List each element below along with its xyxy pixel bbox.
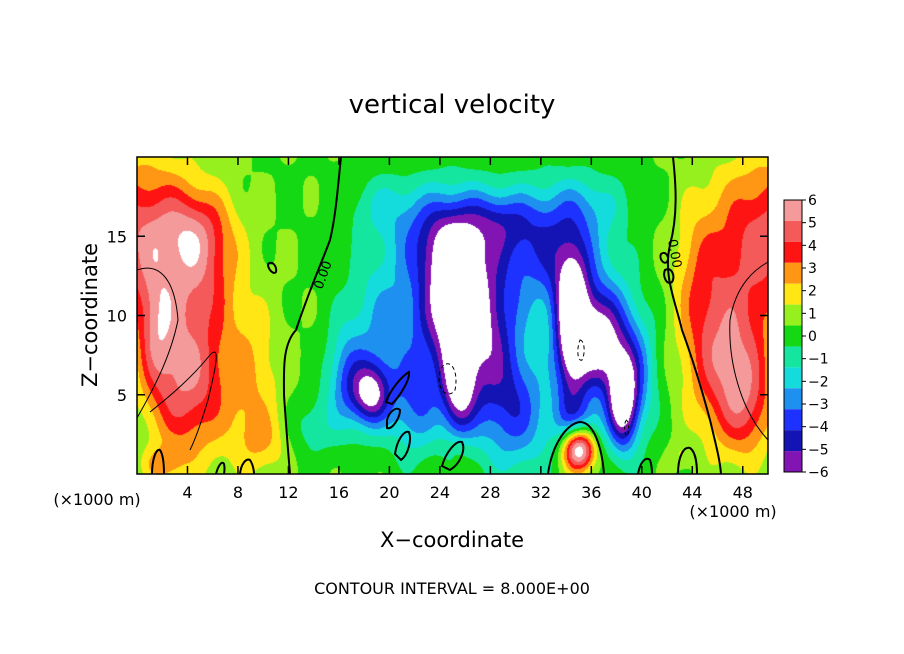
x-tick-label: 20	[379, 483, 399, 502]
x-tick-label: 36	[581, 483, 601, 502]
x-axis-label: X−coordinate	[380, 528, 524, 552]
colorbar-swatch	[784, 200, 802, 221]
colorbar-swatch	[784, 409, 802, 431]
colorbar-label: 3	[808, 261, 817, 277]
thin-contour-right	[729, 261, 769, 441]
colorbar-swatch	[784, 262, 802, 284]
colorbar-swatch	[784, 241, 802, 263]
contour-blob-bottom-3	[239, 458, 255, 475]
x-unit-right: (×1000 m)	[689, 502, 776, 521]
colorbar-label: 2	[808, 284, 817, 300]
contour-blob-bottom-5	[677, 446, 698, 475]
x-tick-label: 32	[531, 483, 551, 502]
colorbar-label: −5	[808, 442, 829, 458]
x-tick-label: 40	[632, 483, 652, 502]
contour-lines: 0.00 0.00	[136, 156, 769, 475]
chart-title: vertical velocity	[349, 90, 556, 120]
x-tick-label: 24	[430, 483, 450, 502]
contour-blob-bottom-1	[151, 448, 165, 475]
contour-blob-green-1	[384, 370, 411, 406]
y-tick-label: 15	[107, 227, 127, 246]
y-tick-label: 5	[117, 386, 127, 405]
colorbar-swatch	[784, 346, 802, 368]
x-tick-label: 12	[278, 483, 298, 502]
colorbar: 6 5 4 3 2 1 0 −1 −2 −3 −4 −5 −6	[783, 193, 829, 481]
colorbar-label: 0	[808, 329, 817, 345]
contour-blob-green-3	[393, 430, 411, 462]
x-unit-left: (×1000 m)	[53, 490, 140, 509]
x-tick-label: 28	[480, 483, 500, 502]
colorbar-label: −6	[808, 465, 829, 481]
y-axis: 5 10 15	[107, 227, 768, 405]
x-tick-label: 4	[182, 483, 192, 502]
y-tick-label: 10	[107, 307, 127, 326]
zero-contour-right	[666, 156, 722, 475]
colorbar-swatch	[784, 325, 802, 347]
contour-loop-left-1	[266, 261, 278, 274]
colorbar-label: 5	[808, 216, 817, 232]
colorbar-label: 4	[808, 238, 817, 254]
dashed-contour-2	[577, 339, 585, 361]
colorbar-label: 1	[808, 306, 817, 322]
colorbar-swatch	[784, 304, 802, 326]
x-tick-label: 8	[233, 483, 243, 502]
thin-contour-left	[136, 267, 179, 419]
contour-blob-bottom-2	[215, 461, 226, 475]
contour-bottom-dome	[547, 420, 605, 475]
dashed-contour-1	[438, 363, 457, 395]
colorbar-label: −2	[808, 374, 829, 390]
contour-loop-right-2	[663, 268, 675, 284]
contour-label: 0.00	[664, 238, 684, 269]
colorbar-swatch	[784, 430, 802, 452]
colorbar-label: −4	[808, 420, 829, 436]
heatmap-field	[137, 157, 768, 474]
contour-loop-right-1	[659, 252, 670, 264]
colorbar-label: −3	[808, 397, 829, 413]
thin-contour-left-2	[149, 351, 217, 451]
contour-blob-green-4	[440, 440, 465, 472]
colorbar-label: −1	[808, 352, 829, 368]
colorbar-label: 6	[808, 193, 817, 209]
x-tick-label: 16	[329, 483, 349, 502]
x-tick-label: 48	[733, 483, 753, 502]
x-tick-label: 44	[682, 483, 702, 502]
colorbar-swatch	[784, 451, 802, 472]
contour-blob-bottom-4	[637, 457, 653, 475]
colorbar-swatch	[784, 283, 802, 305]
colorbar-swatch	[784, 388, 802, 410]
y-axis-label: Z−coordinate	[78, 243, 102, 387]
contour-blob-green-2	[386, 407, 402, 430]
colorbar-swatch	[784, 220, 802, 242]
contour-interval-note: CONTOUR INTERVAL = 8.000E+00	[314, 579, 590, 598]
zero-contour-left	[282, 156, 342, 475]
colorbar-swatch	[784, 367, 802, 389]
x-axis: 4 8 12 16 20 24 28 32 36 40 44 48	[182, 157, 753, 502]
